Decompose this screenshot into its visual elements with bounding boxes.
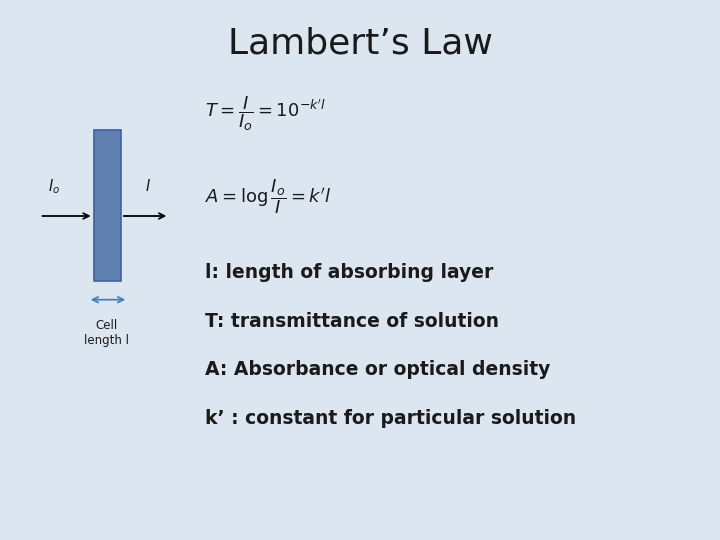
Text: Cell
length l: Cell length l	[84, 319, 129, 347]
Text: T: transmittance of solution: T: transmittance of solution	[205, 312, 499, 331]
Text: A: Absorbance or optical density: A: Absorbance or optical density	[205, 360, 551, 380]
Text: Lambert’s Law: Lambert’s Law	[228, 27, 492, 61]
Text: l: length of absorbing layer: l: length of absorbing layer	[205, 263, 494, 282]
Text: $T = \dfrac{I}{I_o} = 10^{-k^{\prime}l}$: $T = \dfrac{I}{I_o} = 10^{-k^{\prime}l}$	[205, 94, 326, 133]
Text: $A = \log\dfrac{I_o}{I} = k^{\prime}l$: $A = \log\dfrac{I_o}{I} = k^{\prime}l$	[205, 178, 331, 217]
Text: $I$: $I$	[145, 178, 150, 194]
Bar	[94, 130, 121, 281]
Text: $I_o$: $I_o$	[48, 177, 60, 195]
Text: k’ : constant for particular solution: k’ : constant for particular solution	[205, 409, 576, 428]
